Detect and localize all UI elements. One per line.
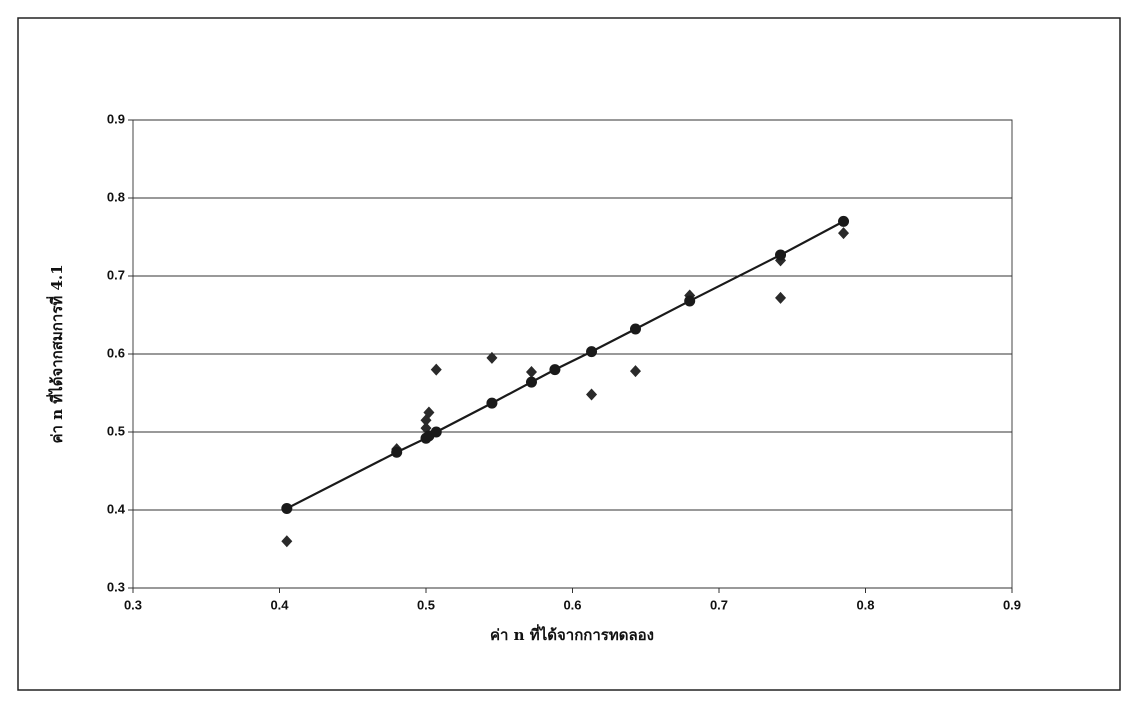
diamond-point bbox=[838, 227, 849, 239]
circle-point bbox=[630, 324, 641, 335]
x-axis-title: ค่า n ที่ได้จากการทดลอง bbox=[490, 624, 654, 644]
y-tick-label: 0.8 bbox=[107, 189, 125, 204]
circle-point bbox=[549, 364, 560, 375]
circle-point bbox=[431, 427, 442, 438]
x-tick-label: 0.8 bbox=[856, 597, 874, 612]
x-tick-label: 0.6 bbox=[563, 597, 581, 612]
circle-point bbox=[775, 249, 786, 260]
x-tick-label: 0.4 bbox=[270, 597, 289, 612]
y-axis-title: ค่า n ที่ได้จากสมการที่ 4.1 bbox=[46, 264, 66, 443]
circle-point bbox=[391, 447, 402, 458]
y-tick-label: 0.7 bbox=[107, 267, 125, 282]
chart: ค่า n ที่ได้จากการทดลอง ค่า n ที่ได้จากส… bbox=[0, 0, 1133, 712]
x-tick-label: 0.3 bbox=[124, 597, 142, 612]
y-tick-label: 0.9 bbox=[107, 111, 125, 126]
y-tick-label: 0.6 bbox=[107, 345, 125, 360]
diamond-point bbox=[526, 366, 537, 378]
diamond-point bbox=[586, 389, 597, 401]
diamond-point bbox=[281, 535, 292, 547]
y-tick-label: 0.3 bbox=[107, 579, 125, 594]
diamond-point bbox=[630, 365, 641, 377]
x-tick-label: 0.7 bbox=[710, 597, 728, 612]
x-tick-label: 0.9 bbox=[1003, 597, 1021, 612]
diamond-point bbox=[431, 364, 442, 376]
circle-point bbox=[526, 377, 537, 388]
circle-point bbox=[684, 295, 695, 306]
circle-point bbox=[838, 216, 849, 227]
series-line bbox=[287, 221, 844, 508]
circle-point bbox=[586, 346, 597, 357]
y-tick-label: 0.5 bbox=[107, 423, 125, 438]
y-tick-label: 0.4 bbox=[107, 501, 126, 516]
x-tick-label: 0.5 bbox=[417, 597, 435, 612]
circle-point bbox=[281, 503, 292, 514]
diamond-point bbox=[775, 292, 786, 304]
circle-point bbox=[486, 398, 497, 409]
